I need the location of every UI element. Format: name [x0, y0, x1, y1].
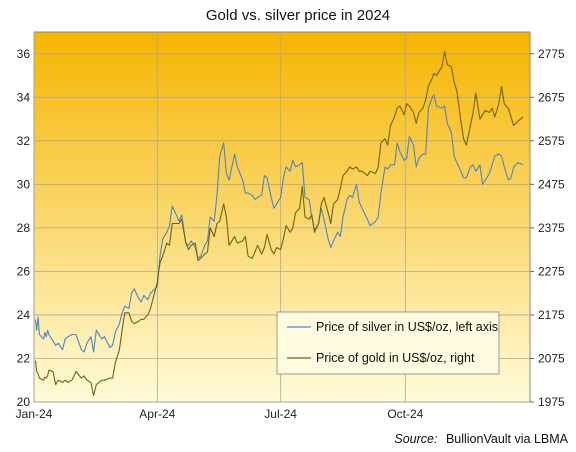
legend-label-silver: Price of silver in US$/oz, left axis	[316, 320, 498, 334]
y-left-tick-label: 30	[17, 177, 31, 191]
y-left-tick-label: 32	[17, 134, 31, 148]
series-lines	[34, 51, 524, 397]
chart-title: Gold vs. silver price in 2024	[206, 7, 390, 24]
y-left-tick-label: 34	[17, 90, 31, 104]
source-label: Source:	[394, 432, 437, 446]
x-tick-label: Jul-24	[264, 407, 297, 421]
y-left-tick-label: 26	[17, 264, 31, 278]
y-right-tick-label: 2575	[538, 134, 565, 148]
axis-tick-labels: 20 22 24 26 28 30 32 34 36 1975 2075 2175 2275 2375 24…	[16, 47, 565, 421]
x-tick-label: Apr-24	[139, 407, 175, 421]
y-right-tick-label: 2775	[538, 47, 565, 61]
y-right-tick-label: 2375	[538, 221, 565, 235]
y-left-tick-label: 28	[17, 221, 31, 235]
source-text: BullionVault via LBMA	[446, 432, 569, 446]
gold-price-line	[34, 51, 524, 397]
y-left-tick-label: 24	[17, 308, 31, 322]
legend-box	[276, 311, 500, 375]
y-right-tick-label: 2475	[538, 177, 565, 191]
x-tick-label: Jan-24	[16, 407, 53, 421]
y-right-tick-label: 2075	[538, 351, 565, 365]
y-right-tick-label: 2675	[538, 90, 565, 104]
y-right-tick-label: 1975	[538, 395, 565, 409]
y-left-tick-label: 22	[17, 351, 31, 365]
y-right-tick-label: 2275	[538, 264, 565, 278]
legend-label-gold: Price of gold in US$/oz, right	[316, 351, 475, 365]
y-left-tick-label: 20	[17, 395, 31, 409]
y-right-tick-label: 2175	[538, 308, 565, 322]
silver-price-line	[34, 94, 524, 353]
y-left-tick-label: 36	[17, 47, 31, 61]
source-caption: Source: BullionVault via LBMA	[394, 432, 568, 446]
x-tick-label: Oct-24	[387, 407, 423, 421]
legend: Price of silver in US$/oz, left axis Pri…	[276, 311, 500, 375]
